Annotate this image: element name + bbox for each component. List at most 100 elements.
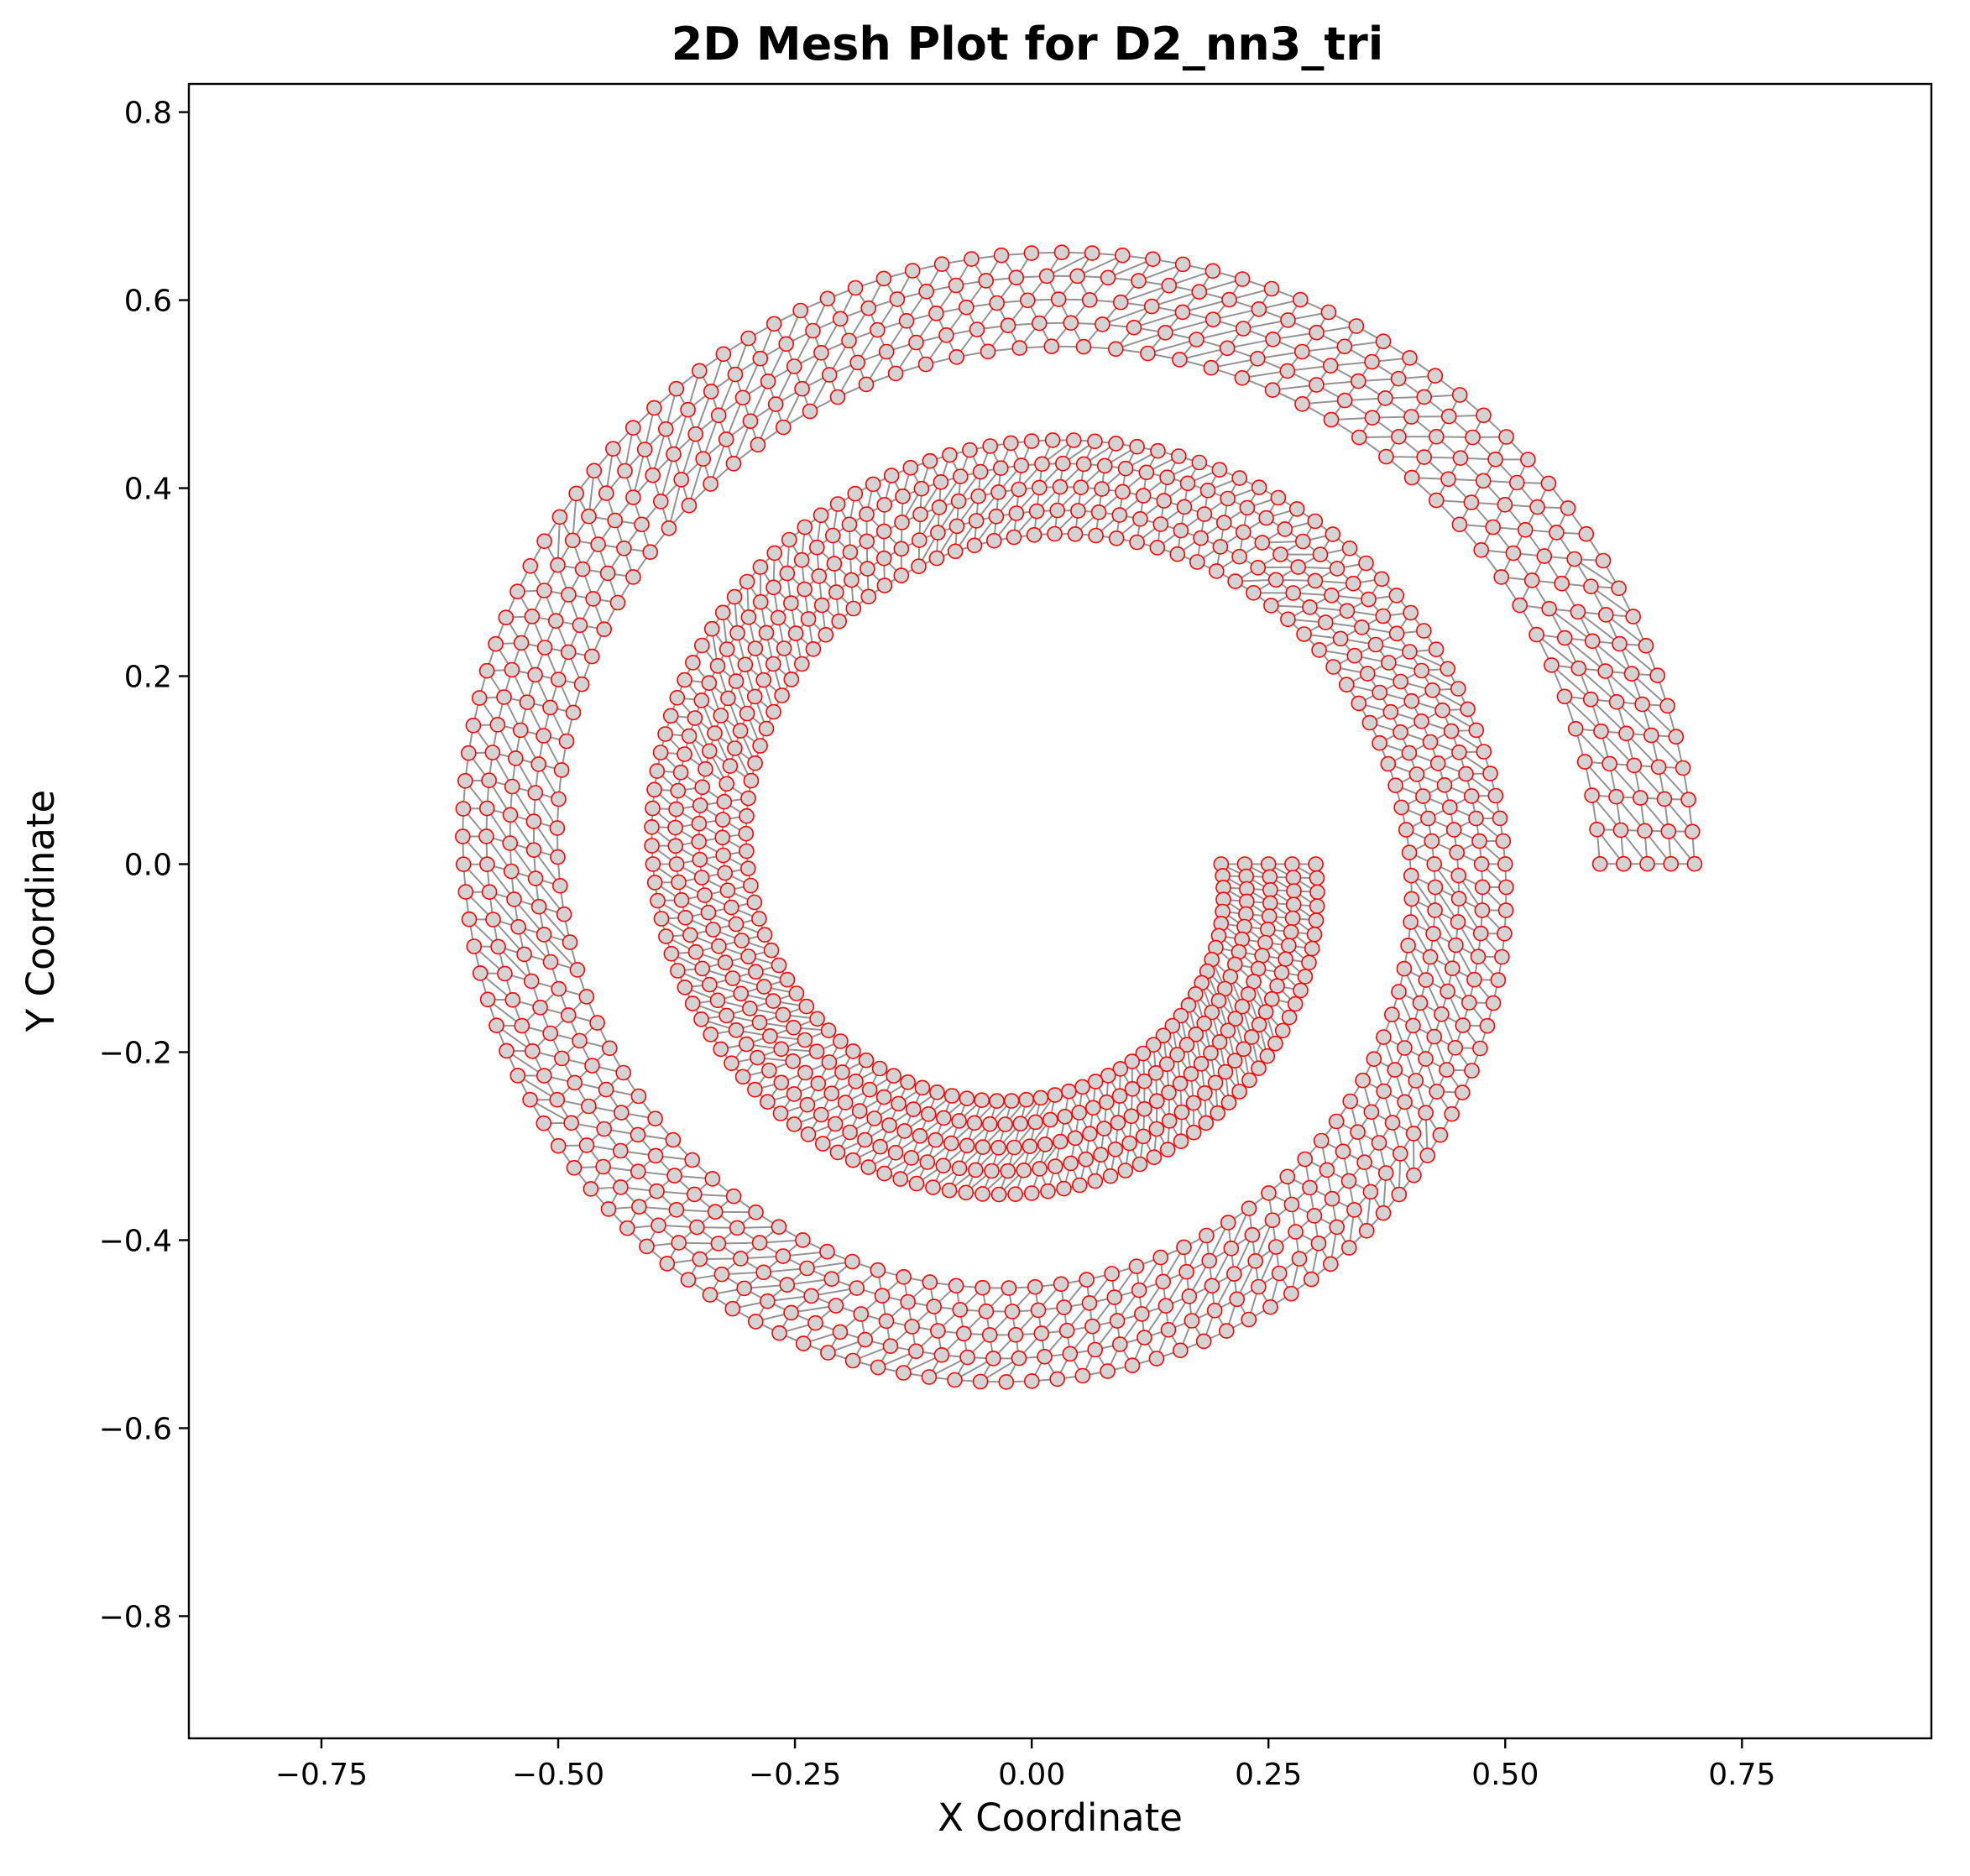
mesh-node [1037, 1349, 1053, 1365]
mesh-node [698, 760, 713, 777]
mesh-node [813, 597, 830, 614]
mesh-node [553, 762, 570, 778]
mesh-node [1000, 317, 1016, 334]
mesh-node [1471, 833, 1487, 849]
mesh-node [1582, 691, 1599, 708]
mesh-node [773, 1074, 790, 1091]
mesh-node [872, 1138, 888, 1155]
mesh-node [1070, 503, 1086, 519]
mesh-node [975, 1139, 991, 1155]
mesh-node [1612, 822, 1629, 839]
mesh-node [1055, 455, 1071, 472]
mesh-node [766, 316, 782, 332]
mesh-node [702, 1287, 719, 1303]
mesh-node [479, 991, 496, 1008]
mesh-node [1053, 1133, 1069, 1150]
mesh-node [1171, 448, 1187, 464]
mesh-node [1393, 799, 1409, 816]
mesh-node [560, 1007, 577, 1023]
mesh-node [848, 1074, 864, 1090]
mesh-node [1439, 1062, 1455, 1078]
mesh-node [858, 376, 875, 393]
mesh-node [1680, 792, 1696, 808]
mesh-node [644, 818, 660, 835]
mesh-node [1492, 810, 1508, 827]
mesh-node [875, 1089, 892, 1105]
mesh-node [561, 587, 577, 603]
mesh-node [1155, 1273, 1171, 1290]
mesh-node [1211, 462, 1228, 478]
mesh-node [1536, 548, 1553, 564]
mesh-node [1152, 516, 1169, 532]
mesh-node [1056, 1299, 1072, 1315]
mesh-node [609, 594, 626, 611]
mesh-node [1172, 1075, 1189, 1092]
mesh-node [1235, 321, 1251, 337]
mesh-node [1204, 1278, 1220, 1294]
mesh-node [1342, 1093, 1358, 1110]
mesh-node [1157, 1298, 1174, 1314]
mesh-node [893, 567, 910, 583]
mesh-node [1412, 995, 1429, 1011]
mesh-node [719, 776, 735, 792]
mesh-node [860, 1159, 876, 1175]
mesh-node [876, 497, 892, 513]
mesh-node [1544, 657, 1560, 673]
mesh-node [1285, 870, 1302, 886]
mesh-node [714, 604, 731, 621]
mesh-node [692, 797, 708, 813]
mesh-node [775, 419, 792, 436]
mesh-node [1416, 623, 1432, 639]
mesh-node [556, 906, 572, 922]
mesh-node [1643, 727, 1659, 744]
mesh-node [1023, 1185, 1040, 1201]
mesh-node [751, 911, 767, 927]
mesh-node [1429, 428, 1445, 445]
mesh-node [785, 1053, 802, 1069]
mesh-node [1583, 578, 1599, 595]
mesh-node [651, 1217, 666, 1234]
mesh-node [1451, 387, 1468, 403]
mesh-node [510, 919, 526, 935]
mesh-node [1069, 268, 1085, 285]
mesh-node [767, 396, 784, 412]
mesh-node [1132, 510, 1148, 527]
mesh-node [1074, 1079, 1090, 1095]
mesh-node [1450, 681, 1466, 697]
mesh-node [912, 1128, 928, 1144]
mesh-node [1043, 338, 1060, 355]
mesh-node [794, 380, 810, 397]
mesh-node [746, 894, 763, 911]
mesh-node [1234, 998, 1251, 1015]
mesh-node [1297, 1151, 1313, 1168]
mesh-node [781, 531, 797, 548]
mesh-node [1372, 684, 1387, 701]
mesh-node [1556, 688, 1573, 705]
mesh-node [1033, 1325, 1050, 1341]
mesh-node [1065, 432, 1082, 448]
mesh-node [1498, 879, 1514, 896]
mesh-node [1007, 1186, 1023, 1202]
mesh-node [1324, 1190, 1340, 1207]
mesh-node [1267, 572, 1284, 588]
mesh-node [1304, 940, 1320, 957]
mesh-node [661, 520, 677, 536]
mesh-node [951, 1113, 967, 1129]
mesh-node [1283, 1196, 1300, 1213]
mesh-node [833, 1033, 849, 1049]
mesh-node [1659, 698, 1675, 714]
mesh-node [771, 1219, 787, 1235]
mesh-node [849, 354, 866, 371]
mesh-node [715, 346, 732, 363]
mesh-node [1288, 1224, 1304, 1240]
mesh-node [1100, 269, 1116, 286]
mesh-node [1131, 273, 1147, 289]
mesh-node [1382, 703, 1399, 720]
mesh-node [766, 545, 783, 562]
mesh-node [1403, 914, 1419, 930]
mesh-node [727, 740, 743, 756]
mesh-node [598, 1081, 614, 1098]
mesh-node [1161, 1113, 1178, 1129]
mesh-node [748, 964, 764, 980]
mesh-node [1220, 1095, 1237, 1110]
